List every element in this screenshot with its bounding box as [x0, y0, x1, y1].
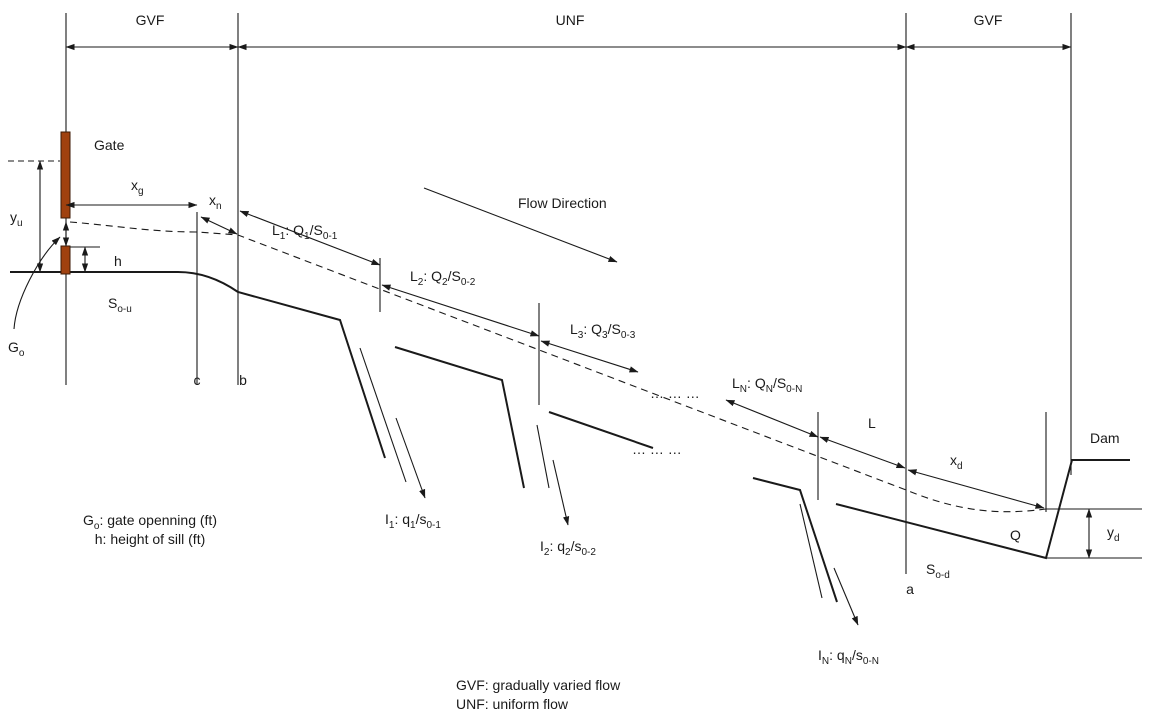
reach-n-label: LN: QN/S0-N [732, 375, 802, 395]
lateral-n-label: IN: qN/s0-N [818, 647, 879, 667]
zone-label-unf: UNF [556, 12, 585, 28]
laterals: I1: q1/s0-1 I2: q2/s0-2 IN: qN/s0-N [385, 417, 879, 667]
bed-reach-3 [548, 411, 654, 449]
gate-leaf [60, 131, 71, 219]
L-arrow [819, 436, 906, 469]
legend-left: Go: gate openning (ft) h: height of sill… [83, 512, 217, 547]
h-label: h [114, 253, 122, 269]
water-surface [69, 221, 1142, 513]
zone-dimensions: GVF UNF GVF [65, 12, 1072, 51]
reach-dimensions: L1: Q1/S0-1 L2: Q2/S0-2 L3: Q3/S0-3 LN: … [239, 210, 1045, 509]
lateral-2-arrow [552, 459, 570, 526]
reach-n-arrow [725, 399, 819, 438]
xd-label: xd [950, 452, 963, 472]
go-pointer [13, 236, 61, 330]
gate: Gate [60, 131, 125, 275]
q-label: Q [1010, 527, 1021, 543]
dots-lower: … … … [632, 441, 682, 457]
go-label: Go [8, 339, 25, 359]
lateral-2-label: I2: q2/s0-2 [540, 538, 596, 558]
flow-direction-arrow [423, 187, 618, 263]
zone-label-gvf-upstream: GVF [136, 12, 165, 28]
lateral-1-label: I1: q1/s0-1 [385, 511, 441, 531]
zone-label-gvf-downstream: GVF [974, 12, 1003, 28]
reach-3-arrow [540, 340, 639, 373]
flow-direction: Flow Direction [423, 187, 618, 263]
lateral-1-inner [359, 347, 407, 483]
dots-upper: … … … [650, 385, 700, 401]
yu-label: yu [10, 209, 23, 229]
lateral-n-arrow [833, 567, 859, 626]
bed-upstream [10, 271, 386, 459]
legend-go: Go: gate openning (ft) [83, 512, 217, 532]
xd-arrow [907, 469, 1045, 509]
so-u-label: So-u [108, 295, 132, 315]
section-lines: c b a [65, 13, 1072, 597]
xn-arrow [200, 216, 238, 235]
legend-bottom: GVF: gradually varied flow UNF: uniform … [456, 677, 621, 712]
L-label: L [868, 415, 876, 431]
reach-2-label: L2: Q2/S0-2 [410, 268, 476, 288]
dam-label: Dam [1090, 430, 1120, 446]
sill [60, 245, 71, 275]
reach-1-arrow [239, 210, 381, 266]
downstream: Q So-d Dam yd [926, 430, 1120, 581]
bed-reach-2 [394, 346, 525, 489]
xn-label: xn [209, 192, 222, 212]
legend-gvf: GVF: gradually varied flow [456, 677, 621, 693]
bed-reach-n-up [752, 477, 838, 603]
lateral-2-inner [536, 424, 550, 489]
so-d-label: So-d [926, 561, 950, 581]
reach-3-label: L3: Q3/S0-3 [570, 321, 636, 341]
lateral-n-inner [799, 503, 823, 599]
xg-label: xg [131, 177, 144, 197]
reach-1-label: L1: Q1/S0-1 [272, 222, 338, 242]
yd-label: yd [1107, 524, 1120, 544]
reach-2-arrow [381, 284, 540, 337]
section-label-c: c [194, 372, 201, 388]
legend-unf: UNF: uniform flow [456, 696, 569, 712]
section-label-b: b [239, 372, 247, 388]
lateral-1-arrow [395, 417, 426, 499]
upstream-dimensions: yu Go h So-u xg xn [8, 160, 238, 359]
flow-direction-label: Flow Direction [518, 195, 607, 211]
section-label-a: a [906, 581, 914, 597]
legend-h: h: height of sill (ft) [95, 531, 206, 547]
gate-label: Gate [94, 137, 125, 153]
